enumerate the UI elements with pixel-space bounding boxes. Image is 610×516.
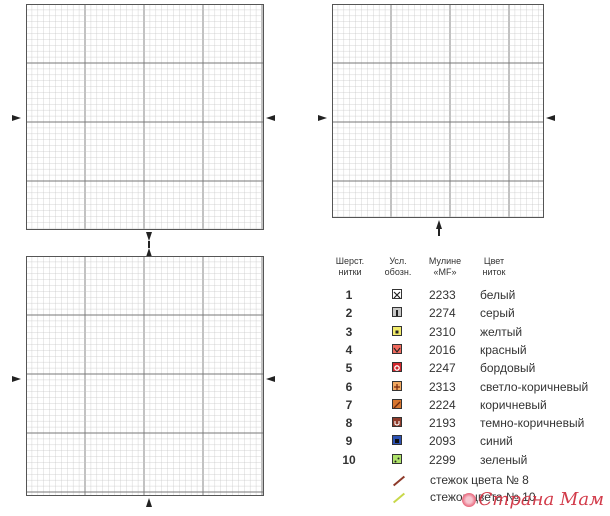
legend-color-name: бордовый	[480, 361, 536, 376]
legend-symbol-mark	[393, 455, 401, 463]
legend-number: 8	[345, 416, 353, 431]
legend-row: 10 2299 зеленый	[330, 451, 600, 469]
legend-symbol-mark	[393, 418, 401, 426]
stitch-line-label: стежок цвета № 10	[430, 490, 536, 504]
legend-symbol-swatch	[392, 289, 402, 299]
legend-symbol-mark	[393, 436, 401, 444]
legend-color-name: синий	[480, 434, 513, 449]
flower-icon	[461, 493, 476, 507]
legend-header-mouline: Мулине «MF»	[428, 256, 462, 277]
legend-row: 5 2247 бордовый	[330, 359, 600, 377]
strawberry-pattern-chart	[26, 256, 264, 496]
legend-symbol-mark	[393, 382, 401, 390]
rowan-pattern-chart	[332, 4, 544, 218]
stitch-line-sample	[392, 492, 406, 504]
legend-number: 6	[345, 379, 353, 394]
legend-color-name: светло-коричневый	[480, 379, 589, 394]
legend-symbol-swatch	[392, 307, 402, 318]
legend-code: 2299	[429, 452, 456, 467]
legend-color-name: белый	[480, 288, 516, 302]
center-marker-arrow	[146, 498, 152, 507]
legend-code: 2247	[429, 361, 456, 376]
center-marker-arrow	[318, 115, 327, 121]
legend-symbol-mark	[393, 290, 401, 299]
legend-number: 7	[345, 397, 353, 412]
grid-lines	[26, 256, 264, 496]
apple-pattern-chart	[26, 4, 264, 230]
watermark-text: Страна Мам	[478, 489, 605, 510]
legend-color-name: красный	[480, 342, 527, 357]
legend-number: 2	[345, 306, 353, 321]
legend-code: 2093	[429, 434, 456, 449]
legend-symbol-mark	[393, 308, 401, 317]
legend-code: 2016	[429, 342, 456, 357]
center-marker-arrow	[146, 248, 152, 257]
legend-symbol-mark	[393, 327, 401, 335]
legend-header-symbol: Усл. обозн.	[384, 256, 412, 277]
legend-row: 4 2016 красный	[330, 341, 600, 359]
legend-color-name: зеленый	[480, 452, 528, 467]
legend-color-name: желтый	[480, 324, 523, 339]
legend-row: 2 2274 серый	[330, 304, 600, 322]
center-marker-arrow	[146, 232, 152, 241]
stitch-line-sample	[392, 475, 406, 487]
legend-code: 2274	[429, 306, 456, 321]
legend-symbol-swatch	[392, 380, 402, 391]
legend-symbol-mark	[393, 400, 401, 409]
legend-code: 2193	[429, 416, 456, 431]
legend-header-color: Цвет ниток	[482, 256, 506, 277]
legend-code: 2310	[429, 324, 456, 339]
center-marker-stem	[438, 229, 440, 236]
center-marker-arrow	[12, 115, 21, 121]
legend-row: 7 2224 коричневый	[330, 396, 600, 414]
legend-row: 3 2310 желтый	[330, 323, 600, 341]
center-marker-arrow	[266, 376, 275, 382]
center-marker-arrow	[546, 115, 555, 121]
legend-row: 1 2233 белый	[330, 286, 600, 304]
legend-number: 3	[345, 324, 353, 339]
legend-header-wool: Шерст. нитки	[335, 256, 365, 277]
center-marker-stem	[148, 241, 150, 248]
stitch-line-label: стежок цвета № 8	[430, 473, 529, 487]
center-marker-arrow	[266, 115, 275, 121]
legend-row: 6 2313 светло-коричневый	[330, 378, 600, 396]
legend-color-name: темно-коричневый	[480, 416, 585, 431]
legend-code: 2233	[429, 288, 456, 302]
legend-row: 8 2193 темно-коричневый	[330, 414, 600, 432]
site-watermark: Страна Мам	[461, 489, 605, 510]
legend-number: 5	[345, 361, 353, 376]
center-marker-arrow	[12, 376, 21, 382]
legend-symbol-swatch	[392, 435, 402, 446]
grid-lines	[26, 4, 264, 230]
legend-symbol-mark	[393, 363, 401, 372]
legend-color-name: серый	[480, 306, 515, 321]
legend-symbol-mark	[393, 345, 401, 353]
legend-symbol-swatch	[392, 325, 402, 336]
legend-code: 2313	[429, 379, 456, 394]
legend-symbol-swatch	[392, 343, 402, 354]
legend-symbol-swatch	[392, 362, 402, 373]
legend-color-name: коричневый	[480, 397, 547, 412]
center-marker-arrow	[436, 220, 442, 229]
legend-number: 9	[345, 434, 353, 449]
grid-lines	[332, 4, 544, 218]
legend-symbol-swatch	[392, 453, 402, 464]
legend-code: 2224	[429, 397, 456, 412]
legend-row: 9 2093 синий	[330, 432, 600, 450]
legend-symbol-swatch	[392, 417, 402, 428]
legend-number: 4	[345, 342, 353, 357]
legend-number: 1	[345, 288, 353, 302]
legend-symbol-swatch	[392, 398, 402, 409]
legend-number: 10	[342, 452, 356, 467]
